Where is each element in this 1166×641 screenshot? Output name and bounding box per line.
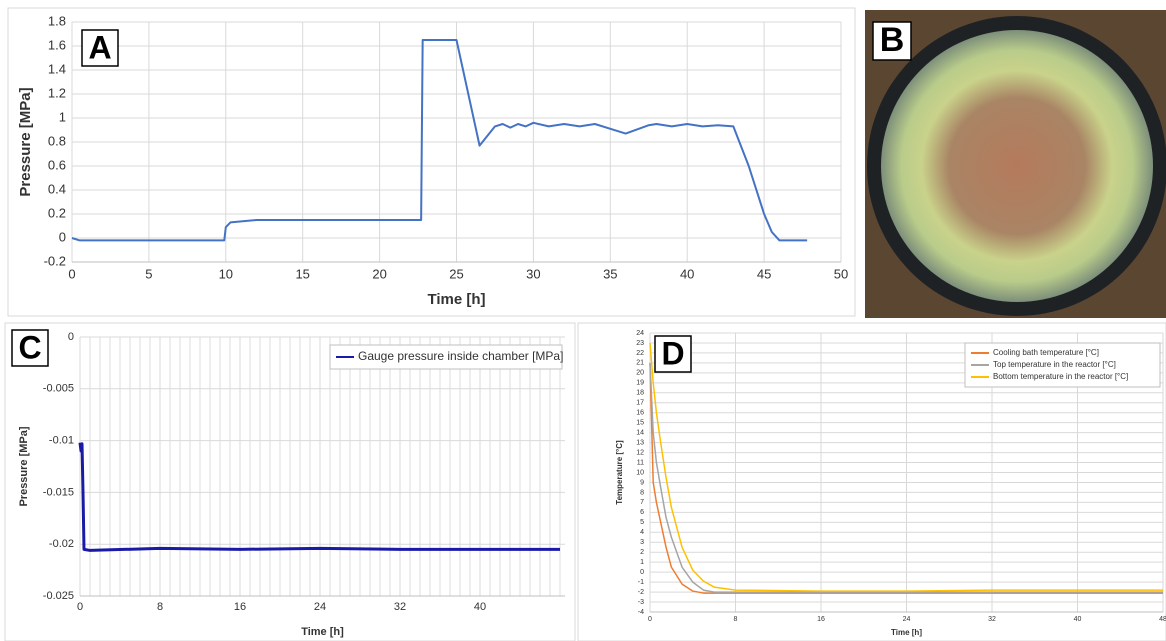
x-axis-label: Time [h] [891,628,922,637]
x-tick-label: 16 [817,616,825,623]
y-tick-label: 11 [637,459,644,466]
y-tick-label: 8 [640,489,644,496]
x-tick-label: 8 [157,601,163,613]
x-tick-label: 30 [526,266,540,281]
panel-label: D [661,335,684,371]
y-tick-label: -0.02 [49,538,74,550]
y-axis-label: Pressure [MPa] [17,87,34,196]
y-tick-label: -3 [638,599,644,606]
y-tick-label: 24 [636,330,644,337]
reactor-content [881,30,1153,302]
y-tick-label: 23 [636,340,644,347]
x-tick-label: 8 [734,616,738,623]
y-tick-label: 0.2 [48,205,66,220]
data-line [649,342,1163,592]
y-tick-label: 2 [640,549,644,556]
legend-label: Gauge pressure inside chamber [MPa] [358,349,563,363]
y-tick-label: 0.4 [48,181,66,196]
panel-label-box [11,329,49,367]
legend-label: Top temperature in the reactor [°C] [993,360,1116,369]
x-tick-label: 35 [603,266,617,281]
panel-label: C [18,329,41,365]
panel-label: B [880,21,905,59]
panel-frame [7,7,856,317]
x-tick-label: 5 [145,266,152,281]
x-tick-label: 20 [372,266,386,281]
y-axis-label: Temperature [°C] [615,440,624,505]
x-tick-label: 24 [314,601,326,613]
y-tick-label: 19 [636,380,644,387]
y-tick-label: 1 [59,109,66,124]
y-tick-label: 18 [636,390,644,397]
panel-label-box [654,335,692,373]
y-tick-label: 5 [640,519,644,526]
x-tick-label: 40 [1074,616,1082,623]
y-tick-label: -4 [638,609,644,616]
x-tick-label: 16 [234,601,246,613]
x-tick-label: 32 [394,601,406,613]
data-line [78,442,560,552]
y-tick-label: 3 [640,539,644,546]
y-tick-label: 1.6 [48,37,66,52]
y-axis-label: Pressure [MPa] [18,426,30,506]
y-tick-label: 0 [640,569,644,576]
y-tick-label: -2 [638,589,644,596]
legend-label: Cooling bath temperature [°C] [993,348,1099,357]
x-tick-label: 50 [834,266,848,281]
x-axis-label: Time [h] [301,626,344,638]
x-tick-label: 40 [680,266,694,281]
x-tick-label: 15 [295,266,309,281]
data-line [649,362,1163,593]
photo-panel: B [865,10,1166,318]
y-tick-label: 1.4 [48,61,66,76]
y-tick-label: 4 [640,529,644,536]
x-tick-label: 0 [77,601,83,613]
y-tick-label: 17 [636,400,644,407]
y-tick-label: -0.015 [43,486,74,498]
y-tick-label: 20 [636,370,644,377]
panel-label: A [88,29,111,65]
y-tick-label: 14 [636,429,644,436]
y-tick-label: 15 [636,420,644,427]
y-tick-label: -1 [638,579,644,586]
x-tick-label: 32 [988,616,996,623]
y-tick-label: -0.025 [43,590,74,602]
y-tick-label: 0 [59,229,66,244]
x-tick-label: 0 [68,266,75,281]
legend-label: Bottom temperature in the reactor [°C] [993,372,1128,381]
y-tick-label: 22 [636,350,644,357]
x-tick-label: 48 [1159,616,1166,623]
x-tick-label: 40 [474,601,486,613]
y-tick-label: 0.8 [48,133,66,148]
y-tick-label: 1 [640,559,644,566]
y-tick-label: 21 [636,360,644,367]
x-tick-label: 45 [757,266,771,281]
panel-label-box [81,29,119,67]
y-tick-label: 9 [640,479,644,486]
y-tick-label: 13 [636,439,644,446]
x-axis-label: Time [h] [427,291,485,308]
y-tick-label: 1.2 [48,85,66,100]
x-tick-label: 10 [219,266,233,281]
y-tick-label: 10 [636,469,644,476]
data-line [649,362,1163,594]
legend-box [964,342,1161,388]
y-tick-label: 12 [636,449,644,456]
legend-box [329,344,563,370]
y-tick-label: -0.2 [44,253,66,268]
data-line [71,39,808,242]
y-tick-label: -0.01 [49,435,74,447]
y-tick-label: 6 [640,509,644,516]
x-tick-label: 25 [449,266,463,281]
x-tick-label: 0 [648,616,652,623]
panel-label-box [872,21,912,61]
y-tick-label: 7 [640,499,644,506]
y-tick-label: -0.005 [43,383,74,395]
y-tick-label: 0.6 [48,157,66,172]
y-tick-label: 0 [68,331,74,343]
y-tick-label: 1.8 [48,13,66,28]
x-tick-label: 24 [903,616,911,623]
y-tick-label: 16 [636,410,644,417]
